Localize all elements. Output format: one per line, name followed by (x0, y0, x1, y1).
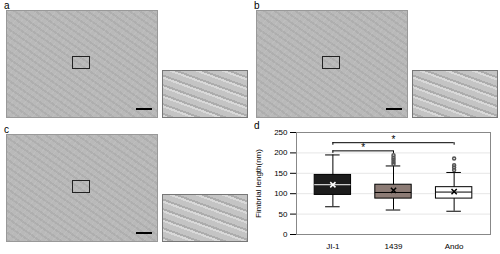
svg-text:*: * (392, 134, 396, 145)
svg-text:1439: 1439 (385, 242, 403, 251)
html-text:c: c (4, 124, 9, 135)
html-text:d: d (254, 120, 260, 131)
svg-text:50: 50 (279, 210, 288, 219)
svg-text:JI-1: JI-1 (326, 242, 340, 251)
svg-text:Fimbrial length(nm): Fimbrial length(nm) (254, 149, 263, 218)
svg-text:Ando: Ando (445, 242, 464, 251)
svg-text:*: * (361, 142, 365, 153)
svg-text:250: 250 (274, 128, 288, 137)
html-text:a: a (4, 0, 10, 11)
svg-text:0: 0 (283, 230, 288, 239)
svg-text:200: 200 (274, 148, 288, 157)
html-text:b: b (254, 0, 260, 11)
svg-text:100: 100 (274, 189, 288, 198)
svg-text:150: 150 (274, 169, 288, 178)
